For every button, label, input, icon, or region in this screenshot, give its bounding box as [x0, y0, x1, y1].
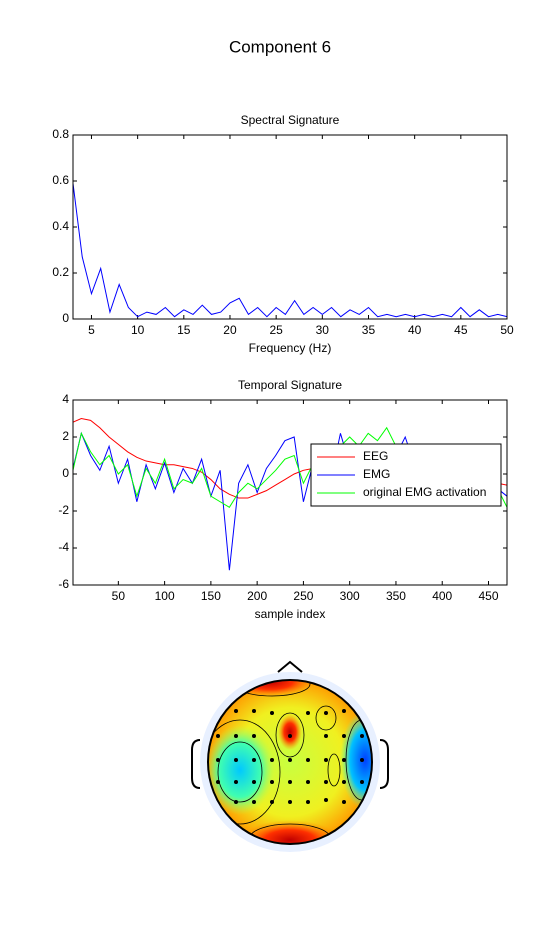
x-tick-label: 450: [478, 589, 498, 603]
y-tick-label: 2: [62, 429, 69, 443]
x-tick-label: 300: [340, 589, 360, 603]
x-axis-label: sample index: [255, 607, 326, 621]
x-tick-label: 40: [408, 323, 422, 337]
y-tick-label: 0.8: [52, 127, 69, 141]
x-tick-label: 25: [269, 323, 283, 337]
x-axis-label: Frequency (Hz): [249, 341, 332, 355]
topoplot: [191, 660, 389, 852]
series-line: [73, 183, 507, 318]
x-tick-label: 50: [500, 323, 514, 337]
y-tick-label: 0.4: [52, 219, 69, 233]
y-tick-label: 0: [62, 466, 69, 480]
y-tick-label: -4: [58, 540, 69, 554]
x-tick-label: 30: [316, 323, 330, 337]
axes-box: [72, 134, 508, 320]
x-tick-label: 10: [131, 323, 145, 337]
x-tick-label: 100: [155, 589, 175, 603]
legend-label: original EMG activation: [363, 485, 486, 499]
x-tick-label: 150: [201, 589, 221, 603]
x-tick-label: 5: [88, 323, 95, 337]
head-outline: [207, 679, 373, 845]
axes-title: Temporal Signature: [238, 378, 342, 392]
x-tick-label: 45: [454, 323, 468, 337]
axes-box: [72, 399, 508, 586]
x-tick-label: 50: [112, 589, 126, 603]
y-tick-label: -6: [58, 577, 69, 591]
y-tick-label: 0.2: [52, 265, 69, 279]
legend-label: EMG: [363, 467, 390, 481]
y-tick-label: 0.6: [52, 173, 69, 187]
x-tick-label: 200: [247, 589, 267, 603]
y-tick-label: 4: [62, 392, 69, 406]
right-ear: [379, 739, 389, 789]
x-tick-label: 400: [432, 589, 452, 603]
x-tick-label: 250: [293, 589, 313, 603]
figure-title: Component 6: [229, 37, 331, 56]
x-tick-label: 20: [223, 323, 237, 337]
left-ear: [191, 739, 201, 789]
y-tick-label: -2: [58, 503, 69, 517]
nose: [277, 660, 303, 673]
axes-title: Spectral Signature: [241, 113, 340, 127]
x-tick-label: 35: [362, 323, 376, 337]
x-tick-label: 15: [177, 323, 191, 337]
x-tick-label: 350: [386, 589, 406, 603]
y-tick-label: 0: [62, 311, 69, 325]
plot-area: [73, 183, 507, 318]
legend-label: EEG: [363, 449, 388, 463]
